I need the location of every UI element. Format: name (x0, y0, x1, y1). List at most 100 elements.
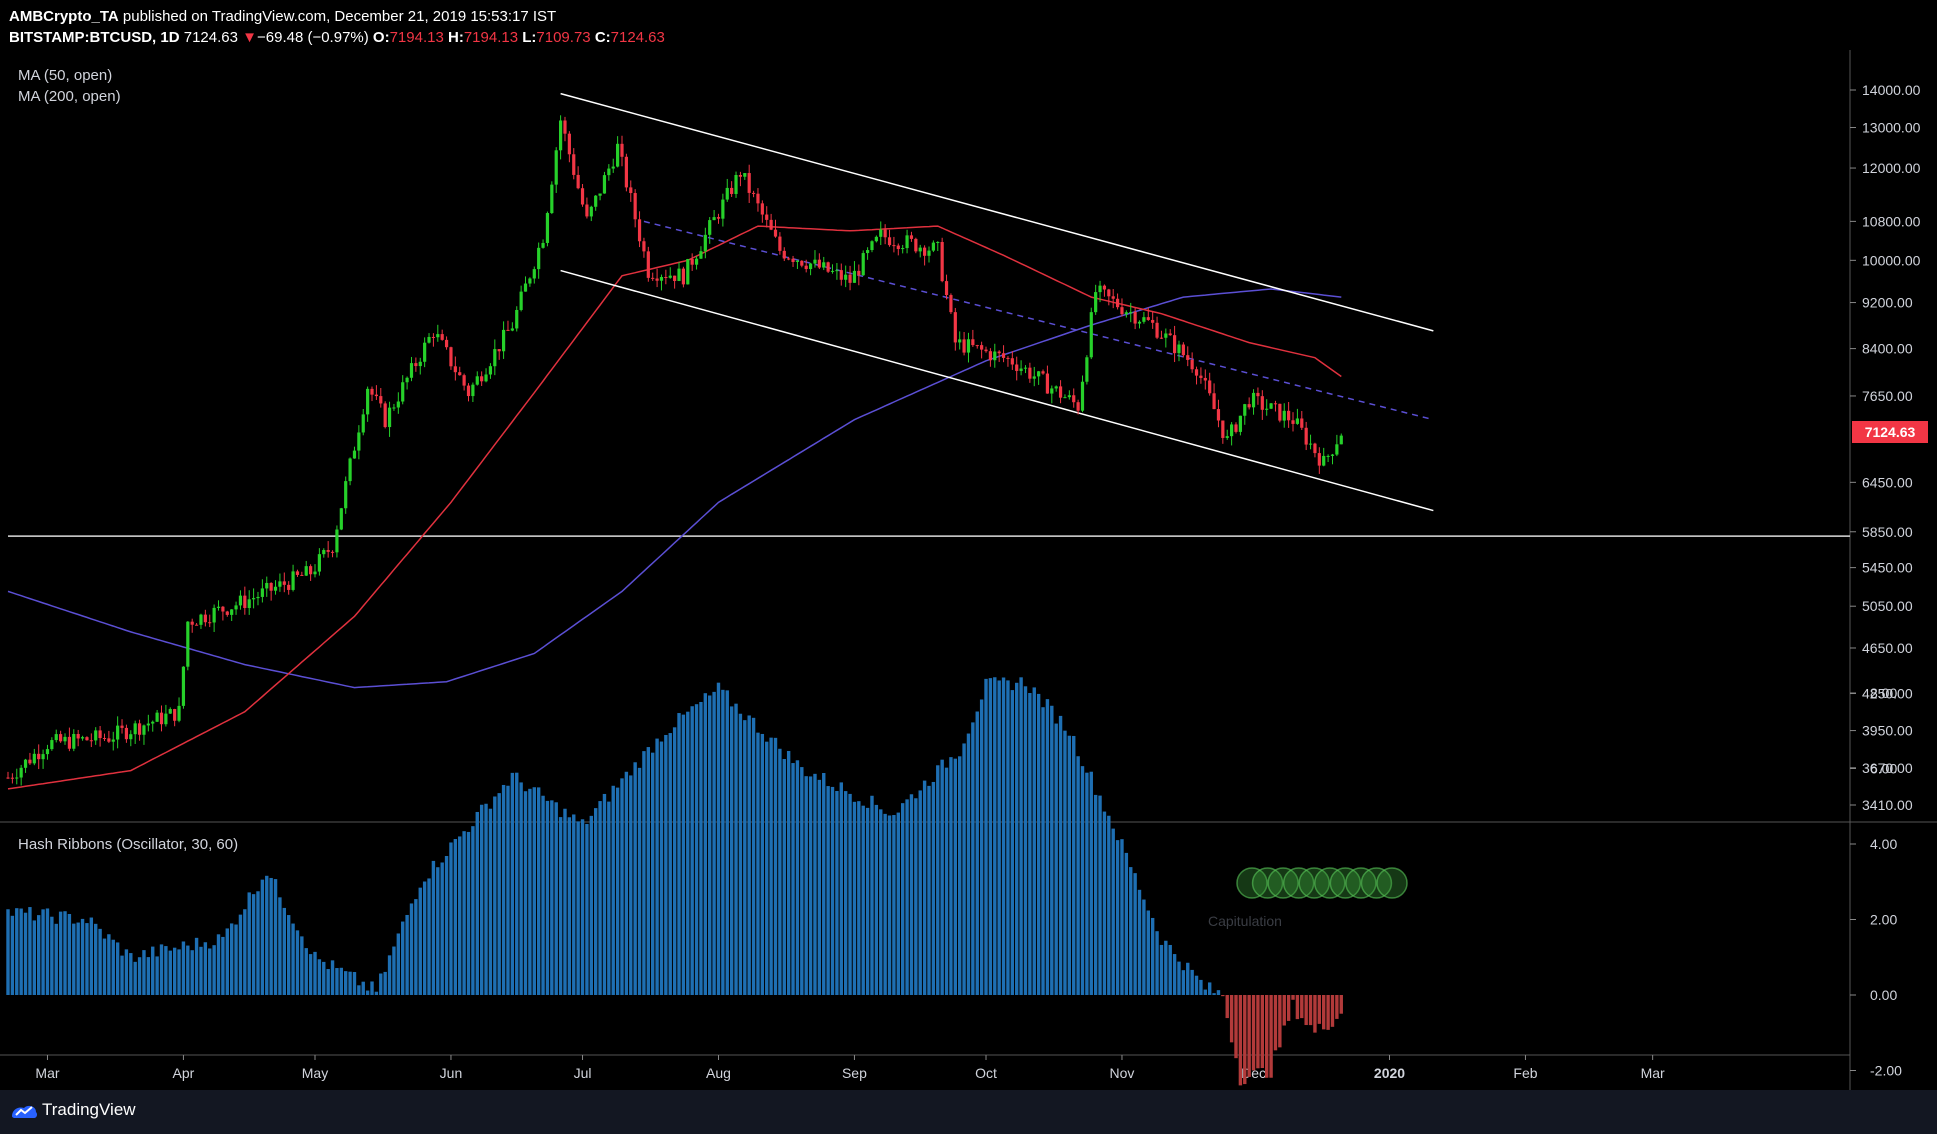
candle-body[interactable] (589, 206, 593, 217)
candle-body[interactable] (554, 150, 558, 185)
candle-body[interactable] (1203, 377, 1207, 381)
candle-body[interactable] (111, 739, 115, 742)
candle-body[interactable] (975, 345, 979, 347)
ma50-legend[interactable]: MA (50, open) (18, 67, 113, 84)
candle-body[interactable] (449, 347, 453, 367)
candle-body[interactable] (322, 550, 326, 555)
candle-body[interactable] (1225, 436, 1229, 438)
candle-body[interactable] (611, 166, 615, 169)
candle-body[interactable] (142, 725, 146, 735)
candle-body[interactable] (1173, 335, 1177, 354)
candle-body[interactable] (1322, 455, 1326, 466)
candle-body[interactable] (247, 599, 251, 608)
candle-body[interactable] (519, 291, 523, 310)
candle-body[interactable] (699, 251, 703, 259)
candle-body[interactable] (756, 193, 760, 204)
candle-body[interactable] (510, 328, 514, 331)
candle-body[interactable] (1238, 415, 1242, 432)
candle-body[interactable] (6, 777, 10, 779)
candle-body[interactable] (1186, 355, 1190, 360)
candle-body[interactable] (370, 388, 374, 395)
candle-body[interactable] (817, 259, 821, 268)
capitulation-marker-icon[interactable] (1376, 867, 1408, 899)
candle-body[interactable] (918, 247, 922, 252)
candle-body[interactable] (80, 737, 85, 739)
candle-body[interactable] (1212, 393, 1216, 410)
candle-body[interactable] (927, 250, 931, 256)
candle-body[interactable] (607, 168, 611, 176)
candle-body[interactable] (116, 725, 120, 740)
candle-body[interactable] (295, 571, 300, 575)
candle-body[interactable] (1023, 367, 1028, 369)
candle-body[interactable] (436, 334, 440, 338)
candle-body[interactable] (453, 366, 457, 373)
candle-body[interactable] (471, 384, 475, 397)
candle-body[interactable] (1115, 298, 1120, 308)
candle-body[interactable] (971, 339, 975, 346)
candle-body[interactable] (1339, 435, 1343, 445)
candle-body[interactable] (629, 187, 633, 194)
candle-body[interactable] (734, 174, 738, 194)
ma200-line[interactable] (7, 288, 1342, 689)
candle-body[interactable] (50, 740, 54, 750)
candle-body[interactable] (1133, 311, 1137, 324)
candle-body[interactable] (1076, 402, 1080, 411)
candle-body[interactable] (637, 219, 642, 242)
candle-body[interactable] (203, 614, 207, 623)
candle-body[interactable] (572, 154, 576, 175)
candle-body[interactable] (300, 574, 304, 576)
brand-name[interactable]: TradingView (42, 1100, 136, 1119)
candle-body[interactable] (703, 234, 707, 252)
candle-body[interactable] (1028, 367, 1032, 379)
candle-body[interactable] (602, 175, 607, 194)
candle-body[interactable] (936, 242, 940, 244)
candle-body[interactable] (848, 274, 852, 283)
candle-body[interactable] (1335, 444, 1339, 455)
candle-body[interactable] (1058, 386, 1063, 398)
candle-body[interactable] (1085, 357, 1089, 382)
candle-body[interactable] (664, 276, 668, 278)
candle-body[interactable] (440, 334, 444, 340)
candle-body[interactable] (1221, 420, 1225, 438)
candle-body[interactable] (1190, 359, 1194, 370)
candle-body[interactable] (1326, 455, 1330, 457)
candle-body[interactable] (988, 351, 992, 361)
candle-body[interactable] (923, 247, 927, 256)
candle-body[interactable] (326, 550, 330, 552)
candle-body[interactable] (712, 217, 716, 221)
candle-body[interactable] (905, 235, 909, 249)
candle-body[interactable] (282, 581, 286, 585)
candle-body[interactable] (291, 571, 295, 590)
candle-body[interactable] (1001, 353, 1006, 358)
candle-body[interactable] (186, 621, 190, 667)
candle-body[interactable] (1208, 380, 1212, 394)
candle-body[interactable] (190, 621, 194, 625)
candle-body[interactable] (414, 363, 418, 367)
candle-body[interactable] (164, 713, 168, 725)
candle-body[interactable] (773, 229, 778, 237)
candle-body[interactable] (852, 270, 857, 283)
candle-body[interactable] (352, 450, 357, 459)
candle-body[interactable] (673, 275, 677, 281)
candle-body[interactable] (887, 237, 892, 246)
candle-body[interactable] (949, 295, 953, 313)
candle-body[interactable] (273, 586, 278, 591)
candle-body[interactable] (10, 777, 14, 779)
candle-body[interactable] (677, 268, 681, 281)
candle-body[interactable] (1032, 376, 1036, 379)
candle-body[interactable] (493, 349, 497, 367)
candle-body[interactable] (708, 220, 712, 235)
candle-body[interactable] (537, 247, 541, 270)
candle-body[interactable] (1072, 395, 1076, 403)
candle-body[interactable] (1194, 369, 1199, 376)
candle-body[interactable] (830, 270, 835, 272)
candle-body[interactable] (1247, 404, 1251, 408)
candle-body[interactable] (37, 753, 41, 760)
candle-body[interactable] (85, 737, 89, 741)
candle-body[interactable] (238, 595, 243, 606)
candle-body[interactable] (423, 342, 427, 362)
candle-body[interactable] (870, 241, 874, 251)
candle-body[interactable] (1050, 388, 1054, 394)
candle-body[interactable] (598, 193, 602, 196)
candle-body[interactable] (1019, 368, 1023, 371)
